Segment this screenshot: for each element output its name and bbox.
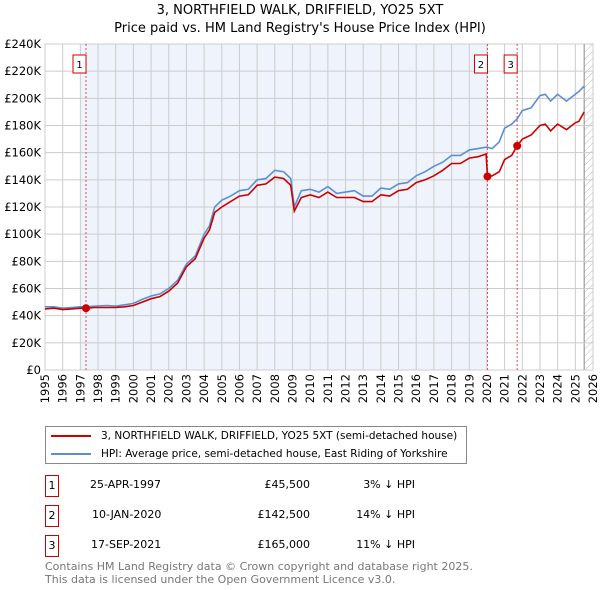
transaction-hpi-diff: 14% ↓ HPI — [356, 508, 415, 521]
y-tick-label: £80K — [12, 254, 42, 268]
x-tick-label: 1997 — [73, 374, 87, 403]
x-tick-label: 2023 — [533, 374, 547, 403]
x-tick-label: 2011 — [321, 374, 335, 403]
x-tick-label: 2026 — [586, 374, 600, 403]
plot-frame — [44, 43, 594, 371]
sale-point — [483, 172, 492, 181]
x-tick-label: 1998 — [91, 374, 105, 403]
x-tick-label: 2000 — [126, 374, 140, 403]
chart-title: 3, NORTHFIELD WALK, DRIFFIELD, YO25 5XT — [156, 3, 444, 18]
y-tick-label: £140K — [4, 173, 41, 187]
transaction-price: £45,500 — [264, 478, 311, 491]
y-tick-label: £240K — [4, 37, 41, 51]
x-tick-label: 2015 — [392, 374, 406, 403]
x-tick-label: 2019 — [462, 374, 476, 403]
transaction-hpi-diff: 11% ↓ HPI — [356, 538, 415, 551]
sale-point — [513, 141, 522, 150]
marker-badge: 1 — [45, 475, 59, 497]
x-tick-label: 2021 — [498, 374, 512, 403]
x-tick-label: 2018 — [445, 374, 459, 403]
legend-item-property: 3, NORTHFIELD WALK, DRIFFIELD, YO25 5XT … — [51, 428, 457, 444]
y-tick-label: £0 — [26, 363, 41, 377]
x-tick-label: 2004 — [197, 374, 211, 403]
legend-item-hpi: HPI: Average price, semi-detached house,… — [51, 446, 448, 462]
footer-copyright: Contains HM Land Registry data © Crown c… — [45, 560, 473, 573]
price-chart: £0 £20K £40K £60K £80K £100K £120K £140K £160K £1… — [4, 37, 600, 403]
transaction-date: 17-SEP-2021 — [91, 538, 162, 551]
legend: 3, NORTHFIELD WALK, DRIFFIELD, YO25 5XT … — [45, 426, 467, 464]
chart-subtitle: Price paid vs. HM Land Registry's House … — [114, 21, 486, 36]
y-tick-label: £220K — [4, 64, 41, 78]
legend-swatch-blue — [51, 453, 91, 455]
transaction-price: £165,000 — [257, 538, 311, 551]
y-tick-label: £200K — [4, 91, 41, 105]
transaction-row: 3 17-SEP-2021 £165,000 11% ↓ HPI — [45, 535, 445, 557]
y-tick-label: £20K — [12, 336, 42, 350]
x-tick-label: 2003 — [179, 374, 193, 403]
x-tick-label: 2012 — [339, 374, 353, 403]
sale-point — [82, 304, 91, 313]
x-tick-label: 2009 — [285, 374, 299, 403]
sale-marker-box — [503, 54, 518, 74]
sale-marker-box — [72, 54, 87, 74]
x-tick-label: 2025 — [568, 374, 582, 403]
sale-marker-box — [473, 54, 488, 74]
transaction-date: 25-APR-1997 — [90, 478, 162, 491]
x-tick-label: 1999 — [109, 374, 123, 403]
x-tick-label: 2017 — [427, 374, 441, 403]
footer-licence: This data is licensed under the Open Gov… — [45, 573, 396, 586]
transaction-price: £142,500 — [257, 508, 311, 521]
legend-label: HPI: Average price, semi-detached house,… — [101, 448, 448, 460]
legend-swatch-red — [51, 435, 91, 437]
y-tick-label: £180K — [4, 119, 41, 133]
x-tick-label: 2020 — [480, 374, 494, 403]
x-tick-label: 2006 — [232, 374, 246, 403]
sale-marker-label: 3 — [507, 60, 513, 71]
x-tick-label: 2022 — [515, 374, 529, 403]
x-tick-label: 2013 — [356, 374, 370, 403]
x-tick-label: 2002 — [162, 374, 176, 403]
y-tick-label: £100K — [4, 227, 41, 241]
x-tick-label: 1995 — [38, 374, 52, 403]
sale-marker-label: 2 — [478, 60, 484, 71]
transaction-row: 2 10-JAN-2020 £142,500 14% ↓ HPI — [45, 505, 445, 527]
transaction-row: 1 25-APR-1997 £45,500 3% ↓ HPI — [45, 475, 445, 497]
x-tick-label: 2014 — [374, 374, 388, 403]
y-tick-label: £160K — [4, 146, 41, 160]
transaction-hpi-diff: 3% ↓ HPI — [363, 478, 415, 491]
hpi-series-line — [45, 85, 585, 310]
y-tick-label: £40K — [12, 309, 42, 323]
x-tick-label: 2007 — [250, 374, 264, 403]
marker-badge: 3 — [45, 535, 59, 557]
marker-badge: 2 — [45, 505, 59, 527]
legend-label: 3, NORTHFIELD WALK, DRIFFIELD, YO25 5XT … — [101, 430, 458, 442]
x-tick-label: 2008 — [268, 374, 282, 403]
sale-marker-label: 1 — [76, 60, 82, 71]
x-tick-label: 2001 — [144, 374, 158, 403]
x-tick-label: 1996 — [56, 374, 70, 403]
x-tick-label: 2016 — [409, 374, 423, 403]
transaction-date: 10-JAN-2020 — [92, 508, 162, 521]
x-tick-label: 2005 — [215, 374, 229, 403]
y-tick-label: £60K — [12, 282, 42, 296]
x-tick-label: 2024 — [551, 374, 565, 403]
y-tick-label: £120K — [4, 200, 41, 214]
property-series-line — [44, 111, 585, 311]
x-tick-label: 2010 — [303, 374, 317, 403]
